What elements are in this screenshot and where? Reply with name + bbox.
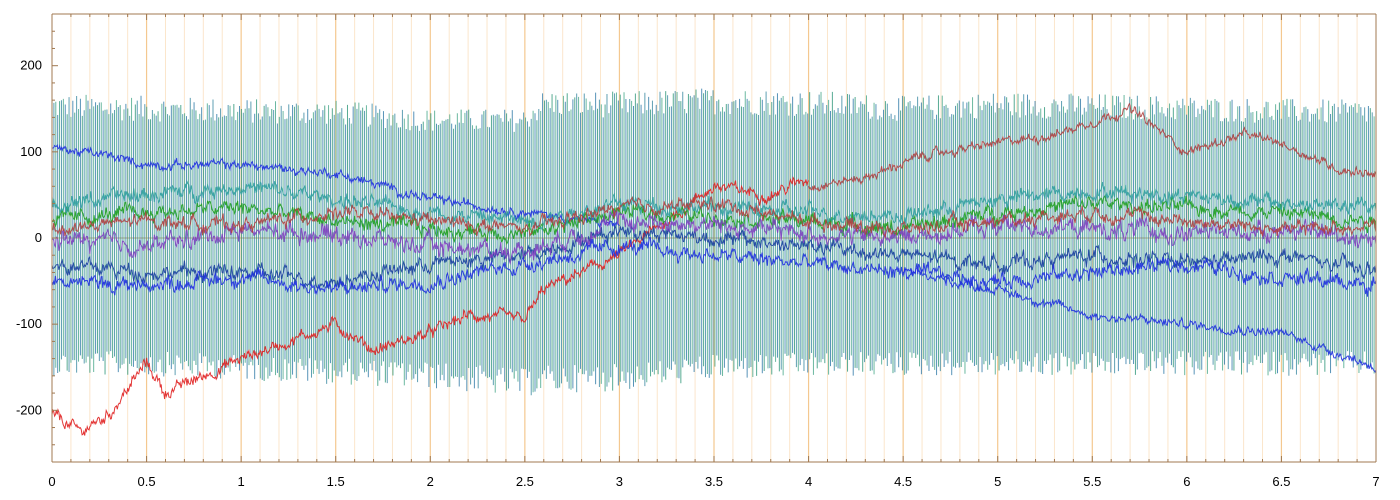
x-tick-label: 6.5 xyxy=(1272,474,1290,489)
y-tick-label: 0 xyxy=(35,230,42,245)
x-tick-label: 0 xyxy=(48,474,55,489)
x-tick-label: 6 xyxy=(1183,474,1190,489)
tick-labels: 0 0.5 1 1.5 2 2.5 3 3.5 4 4.5 5 5.5 6 6.5 7 200 100 0 -100… xyxy=(16,58,1380,489)
series-line-4 xyxy=(51,194,1377,246)
y-tick-label: 100 xyxy=(20,144,42,159)
series-line-6 xyxy=(51,210,1377,266)
y-tick-label: 200 xyxy=(20,58,42,73)
x-tick-label: 5.5 xyxy=(1083,474,1101,489)
series-line-0 xyxy=(51,176,810,436)
x-tick-label: 0.5 xyxy=(138,474,156,489)
x-tick-label: 2 xyxy=(427,474,434,489)
series-lines xyxy=(51,102,1377,436)
y-tick-label: -200 xyxy=(16,402,42,417)
axes xyxy=(51,13,1377,463)
series-line-3 xyxy=(902,265,1377,373)
series-line-9 xyxy=(51,193,1377,239)
x-tick-label: 4.5 xyxy=(894,474,912,489)
y-tick-label: -100 xyxy=(16,316,42,331)
series-line-8 xyxy=(51,179,1377,231)
x-tick-label: 3.5 xyxy=(705,474,723,489)
x-tick-label: 5 xyxy=(994,474,1001,489)
x-tick-label: 1 xyxy=(238,474,245,489)
x-tick-label: 1.5 xyxy=(327,474,345,489)
series-line-2 xyxy=(51,144,620,229)
series-line-7 xyxy=(51,237,1377,297)
series-line-5 xyxy=(51,225,1377,290)
series-line-1 xyxy=(808,102,1377,192)
oscillation-band xyxy=(51,88,1377,396)
x-tick-label: 2.5 xyxy=(516,474,534,489)
x-tick-label: 7 xyxy=(1372,474,1379,489)
x-tick-label: 3 xyxy=(616,474,623,489)
x-tick-label: 4 xyxy=(805,474,812,489)
